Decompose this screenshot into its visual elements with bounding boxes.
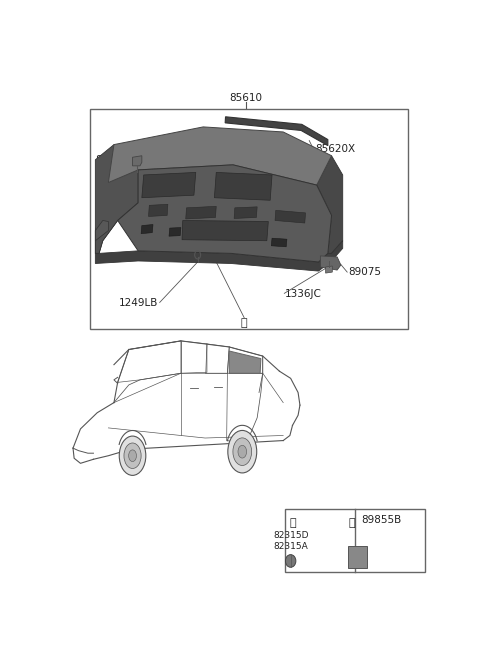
Polygon shape <box>141 225 153 234</box>
Ellipse shape <box>124 443 141 468</box>
Polygon shape <box>182 221 268 240</box>
Polygon shape <box>96 240 343 271</box>
Text: 89855B: 89855B <box>361 515 402 525</box>
Polygon shape <box>96 145 138 254</box>
Text: 1336JC: 1336JC <box>285 289 322 299</box>
Polygon shape <box>132 156 142 166</box>
Polygon shape <box>225 117 328 146</box>
Polygon shape <box>118 165 332 262</box>
Ellipse shape <box>233 438 252 466</box>
Polygon shape <box>271 238 287 247</box>
Ellipse shape <box>286 555 296 567</box>
Text: 89076: 89076 <box>96 155 128 165</box>
Polygon shape <box>321 256 341 270</box>
Text: 1249LB: 1249LB <box>119 298 158 308</box>
Polygon shape <box>215 172 272 200</box>
Polygon shape <box>96 221 108 240</box>
Text: 82315A: 82315A <box>273 542 308 551</box>
Ellipse shape <box>238 445 247 458</box>
Polygon shape <box>148 204 168 216</box>
Text: Ⓑ: Ⓑ <box>348 518 355 528</box>
Polygon shape <box>186 206 216 219</box>
Text: Ⓐ: Ⓐ <box>289 518 296 528</box>
Polygon shape <box>108 127 332 185</box>
Polygon shape <box>169 227 181 236</box>
Text: 85620X: 85620X <box>315 144 355 154</box>
Polygon shape <box>275 210 305 223</box>
Text: 89075: 89075 <box>348 267 381 277</box>
Text: Ⓑ: Ⓑ <box>152 161 158 171</box>
Polygon shape <box>229 351 261 373</box>
Polygon shape <box>325 266 332 273</box>
Polygon shape <box>317 156 343 254</box>
Polygon shape <box>96 170 138 254</box>
Ellipse shape <box>119 436 146 476</box>
Text: Ⓐ: Ⓐ <box>241 318 248 328</box>
Text: 82315D: 82315D <box>273 531 308 540</box>
Polygon shape <box>234 207 257 219</box>
Text: 85610: 85610 <box>229 93 263 103</box>
Polygon shape <box>348 545 367 568</box>
Polygon shape <box>142 172 196 198</box>
Ellipse shape <box>228 430 257 473</box>
Ellipse shape <box>129 450 136 462</box>
